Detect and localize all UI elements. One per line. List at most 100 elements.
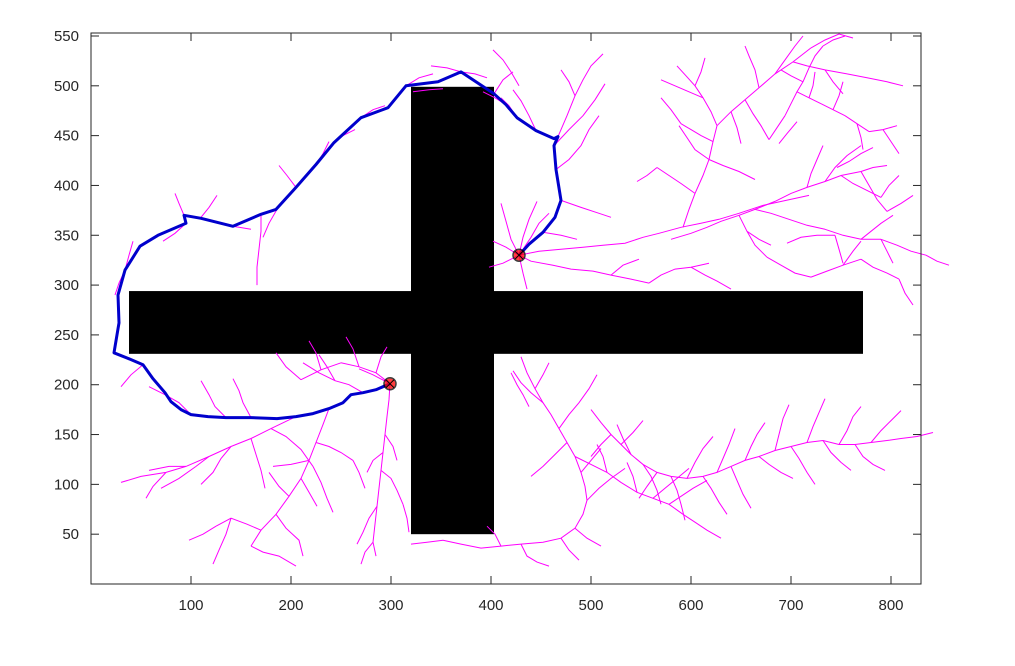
tree-branch (880, 239, 894, 264)
tree-branch (886, 432, 934, 441)
tree-branch (860, 171, 888, 212)
tree-branch (925, 254, 950, 266)
tree-branch (278, 165, 297, 188)
tree-branch (212, 518, 232, 565)
tree-branch (660, 79, 704, 99)
tree-branch (148, 386, 192, 415)
tree-branch (384, 434, 398, 461)
tree-branch (886, 194, 914, 212)
x-tick-label: 700 (778, 597, 803, 614)
tree-branch (410, 539, 444, 545)
tree-branch (250, 545, 297, 567)
tree-branch (460, 71, 488, 79)
tree-branch (518, 194, 810, 256)
tree-branch (676, 65, 718, 126)
tree-branch (838, 406, 862, 445)
tree-branch (375, 346, 388, 373)
tree-branch (518, 254, 650, 284)
tree-branch (268, 472, 290, 497)
tree-branch (806, 398, 826, 443)
tree-branch (738, 215, 768, 258)
tree-branch (702, 476, 728, 515)
rrt-tree-8 (834, 165, 950, 306)
tree-branch (708, 159, 756, 180)
tree-branch (758, 456, 794, 479)
tree-branch (766, 256, 812, 278)
tree-branch (824, 228, 881, 240)
tree-branch (768, 115, 786, 140)
tree-branch (493, 71, 514, 95)
tree-branch (690, 266, 732, 290)
tree-branch (626, 462, 638, 493)
tree-branch (840, 175, 882, 198)
tree-branch (492, 49, 520, 87)
tree-branch (275, 352, 302, 381)
x-tick-label: 300 (378, 597, 403, 614)
tree-branch (402, 504, 410, 533)
tree-branch (636, 167, 658, 182)
tree-branch (250, 438, 266, 489)
y-tick-label: 200 (54, 377, 79, 394)
tree-branch (380, 470, 404, 505)
tree-branch (590, 409, 888, 479)
tree-branch (694, 57, 706, 86)
x-tick-label: 400 (478, 597, 503, 614)
tree-branch (774, 404, 790, 451)
tree-branch (642, 464, 662, 505)
tree-branch (648, 262, 710, 284)
rrt-tree-7 (510, 372, 934, 521)
rrt-tree-1 (120, 336, 410, 567)
tree-branch (558, 374, 598, 429)
tree-branch (670, 476, 686, 521)
tree-branch (834, 235, 844, 264)
tree-branch (500, 203, 520, 256)
tree-branch (806, 145, 824, 188)
x-tick-label: 600 (678, 597, 703, 614)
tree-branch (340, 362, 391, 385)
tree-branch (854, 444, 886, 471)
tree-branch (656, 167, 696, 194)
tree-branch (596, 444, 608, 473)
tree-branch (270, 428, 314, 467)
tree-branch (145, 472, 167, 499)
y-tick-label: 50 (62, 526, 79, 543)
x-tick-label: 800 (878, 597, 903, 614)
tree-branch (430, 65, 462, 73)
y-tick-label: 350 (54, 227, 79, 244)
y-axis-ticks: 50 100 150 200 250 300 350 400 450 500 550 (54, 28, 921, 543)
x-tick-label: 500 (578, 597, 603, 614)
y-tick-label: 550 (54, 28, 79, 45)
goal-point-marker-cross (514, 250, 524, 260)
tree-branch (880, 238, 927, 256)
y-tick-label: 100 (54, 476, 79, 493)
tree-branch (638, 472, 658, 499)
tree-branch (300, 478, 318, 507)
obstacle-layer (129, 86, 863, 535)
y-tick-label: 300 (54, 277, 79, 294)
tree-branch (808, 71, 816, 98)
tree-branch (822, 35, 846, 47)
tree-branch (620, 420, 644, 445)
tree-branch (880, 175, 900, 198)
tree-branch (174, 193, 185, 216)
goal-point-marker (512, 248, 526, 262)
tree-branch (275, 514, 304, 557)
rrt-tree-2 (488, 33, 927, 290)
tree-branch (412, 88, 444, 93)
tree-branch (360, 541, 374, 565)
tree-branch (356, 506, 378, 545)
tree-branch (518, 201, 538, 256)
tree-branch (560, 69, 576, 96)
y-tick-label: 250 (54, 327, 79, 344)
tree-branch (542, 231, 578, 240)
tree-branch (836, 147, 874, 168)
tree-branch (555, 115, 600, 170)
tree-branch (124, 241, 134, 271)
tree-branch (860, 165, 888, 172)
tree-branch (730, 111, 742, 144)
tree-branch (744, 45, 760, 88)
tree-branch (188, 525, 217, 541)
tree-branch (512, 370, 544, 404)
tree-branch (345, 336, 360, 367)
tree-branch (590, 434, 612, 457)
